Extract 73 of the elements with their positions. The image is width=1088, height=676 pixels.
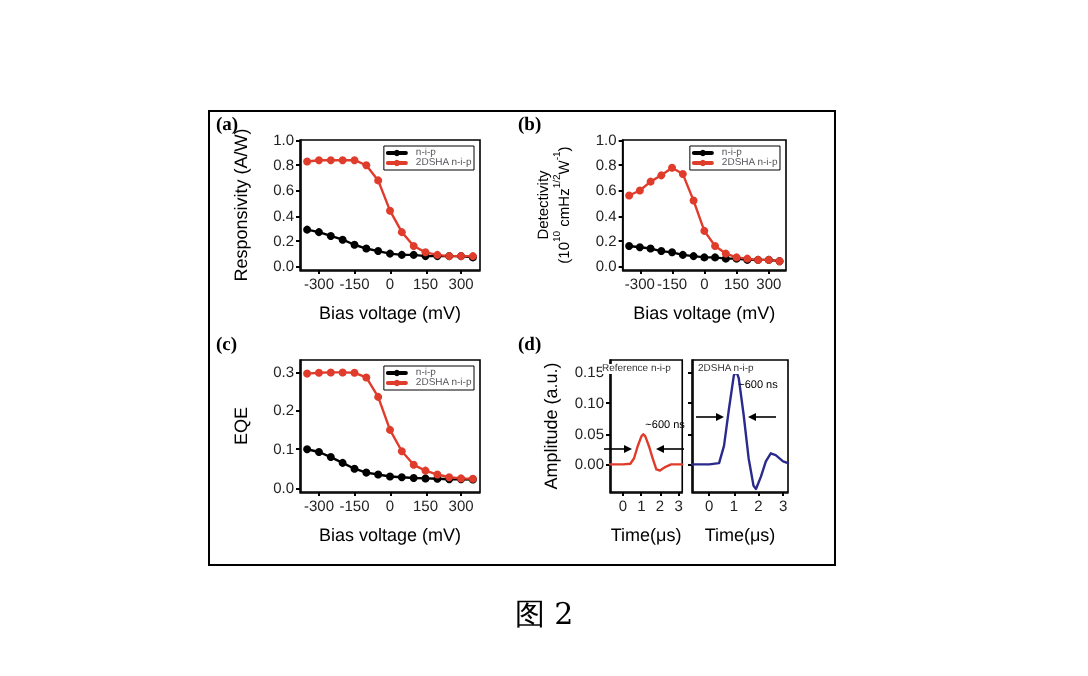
point [374,176,383,185]
point [314,368,323,377]
point [700,226,709,235]
point [338,368,347,377]
point [678,170,687,179]
point [397,250,406,259]
y-axis-title: EQE [230,406,251,446]
point [409,242,418,251]
point [721,249,730,258]
x-axis-title: Time(μs) [610,525,682,545]
point [303,369,312,378]
point [303,445,312,454]
point [646,177,655,186]
point [421,474,430,483]
point [657,171,666,180]
caption: 图 2 [512,596,576,634]
point [635,186,644,195]
point [314,156,323,165]
point [303,157,312,166]
point [397,228,406,237]
point [386,206,394,215]
point [657,247,666,256]
point [303,225,312,234]
point [350,156,359,165]
point [338,156,347,165]
point [350,464,359,473]
point [326,156,335,165]
point [397,473,406,482]
point [362,468,371,477]
point [326,453,335,462]
point [689,196,698,205]
point [625,191,634,200]
point [326,368,335,377]
point [635,243,644,252]
x-axis-title: Bias voltage (mV) [318,525,462,545]
point [374,392,383,401]
point [386,472,394,481]
chart-title: (d) [518,336,542,356]
point [700,253,709,262]
x-axis-title: Bias voltage (mV) [318,303,462,323]
point [409,250,418,259]
point [374,470,383,479]
point [711,242,720,251]
point [678,250,687,259]
point [362,161,371,170]
point [668,163,677,172]
point [409,460,418,469]
x-axis-title: Bias voltage (mV) [633,303,776,323]
chart-title: (b) [518,116,542,136]
point [314,228,323,237]
point [689,252,698,261]
point [350,368,359,377]
point [338,458,347,467]
point [350,240,359,249]
point [326,231,335,240]
point [646,244,655,253]
point [338,235,347,244]
y-axis-title: Amplitude (a.u.) [541,362,562,490]
chart-title: (c) [216,336,238,356]
point [362,244,371,253]
point [421,466,430,475]
point [668,248,677,257]
point [397,447,406,456]
point [386,249,394,258]
point [625,242,634,251]
point [374,247,383,256]
point [362,373,371,382]
line-series [608,433,684,472]
point [314,448,323,457]
point [409,474,418,483]
point [386,425,394,434]
x-axis-title: Time(μs) [704,525,776,545]
point [711,253,720,262]
